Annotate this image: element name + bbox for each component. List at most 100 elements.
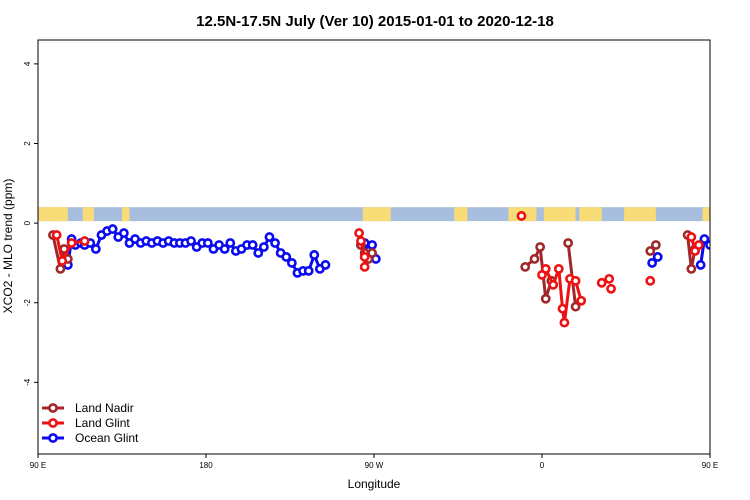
y-tick-label: -2 xyxy=(23,299,32,307)
x-tick-label: 90 E xyxy=(30,461,46,470)
data-point xyxy=(650,240,661,250)
data-point xyxy=(186,236,196,246)
series-ocean-glint xyxy=(62,224,750,278)
data-point xyxy=(535,242,546,252)
data-point xyxy=(219,244,230,254)
data-point xyxy=(718,245,725,252)
legend-label: Ocean Glint xyxy=(75,431,139,445)
data-point xyxy=(719,237,726,244)
data-point xyxy=(247,240,258,250)
x-axis: 90 E 180 90 W 0 90 E xyxy=(30,454,718,470)
map-strip-land xyxy=(624,207,656,222)
data-point xyxy=(79,236,90,246)
legend-marker xyxy=(48,433,58,443)
data-point xyxy=(729,227,736,234)
chart-title: 12.5N-17.5N July (Ver 10) 2015-01-01 to … xyxy=(196,13,554,30)
data-point xyxy=(356,236,366,246)
data-point xyxy=(693,240,704,250)
data-point xyxy=(529,254,540,264)
y-axis: -4 -2 0 2 4 xyxy=(23,61,38,386)
legend-label: Land Glint xyxy=(75,416,130,430)
data-point xyxy=(576,295,587,306)
data-point xyxy=(645,246,656,256)
legend-marker xyxy=(48,403,58,413)
data-point xyxy=(553,263,564,274)
data-point xyxy=(645,275,656,286)
data-point xyxy=(596,277,607,288)
x-tick-label: 0 xyxy=(540,461,545,470)
series-segment xyxy=(732,229,738,231)
data-point xyxy=(606,283,616,294)
plot-area xyxy=(37,39,750,455)
data-point xyxy=(270,238,280,248)
series-segment xyxy=(562,278,572,323)
data-point xyxy=(557,303,568,314)
x-tick-label: 90 W xyxy=(365,461,384,470)
data-point xyxy=(734,225,741,232)
y-tick-label: -4 xyxy=(23,378,32,386)
data-point xyxy=(604,273,615,284)
data-point xyxy=(699,234,710,244)
data-point xyxy=(712,239,719,246)
map-strip-land xyxy=(702,207,710,222)
map-strip-land xyxy=(543,207,576,222)
legend-label: Land Nadir xyxy=(75,401,134,415)
map-strip-land xyxy=(579,207,593,222)
data-point xyxy=(202,238,213,248)
map-strip-land xyxy=(454,207,468,222)
y-tick-label: 2 xyxy=(23,141,32,146)
map-strip-land xyxy=(122,207,128,222)
series-land-glint xyxy=(51,211,736,328)
data-point xyxy=(516,211,527,221)
data-point xyxy=(647,258,658,268)
data-point xyxy=(695,260,706,270)
data-point xyxy=(686,232,697,242)
y-axis-label: XCO2 - MLO trend (ppm) xyxy=(1,179,15,314)
x-tick-label: 90 E xyxy=(702,461,718,470)
data-point xyxy=(540,293,551,304)
data-point xyxy=(354,228,364,238)
series-segment xyxy=(709,243,710,246)
map-strip-land xyxy=(86,207,94,222)
data-point xyxy=(258,242,269,252)
data-point xyxy=(264,232,275,242)
data-point xyxy=(359,252,370,262)
y-tick-label: 4 xyxy=(23,61,32,66)
data-point xyxy=(303,265,314,276)
data-point xyxy=(320,260,331,270)
map-strip xyxy=(38,207,710,222)
x-tick-label: 180 xyxy=(199,461,213,470)
data-point xyxy=(652,252,663,262)
data-point xyxy=(90,244,101,254)
map-strip-land xyxy=(82,207,87,222)
data-point xyxy=(359,262,370,272)
y-tick-label: 0 xyxy=(23,220,32,225)
series-segment xyxy=(727,231,733,235)
x-axis-label: Longitude xyxy=(348,477,401,491)
series-segment xyxy=(721,235,727,249)
series-segment xyxy=(716,243,722,249)
data-point xyxy=(253,248,264,258)
data-point xyxy=(520,262,531,272)
data-point xyxy=(66,238,77,248)
data-point xyxy=(57,256,68,266)
data-point xyxy=(570,275,581,286)
data-point xyxy=(746,229,750,236)
map-strip-land xyxy=(38,207,55,222)
data-point xyxy=(723,231,730,238)
data-point xyxy=(286,258,297,268)
data-point xyxy=(570,301,581,312)
data-point xyxy=(729,243,736,250)
data-point xyxy=(559,317,570,328)
data-point xyxy=(309,250,320,260)
legend-marker xyxy=(48,418,58,428)
data-point xyxy=(367,248,378,258)
data-point xyxy=(225,238,236,248)
data-point xyxy=(51,230,62,240)
map-strip-land xyxy=(362,207,391,222)
data-point xyxy=(563,238,574,248)
data-point xyxy=(281,252,292,262)
data-point xyxy=(705,240,710,250)
